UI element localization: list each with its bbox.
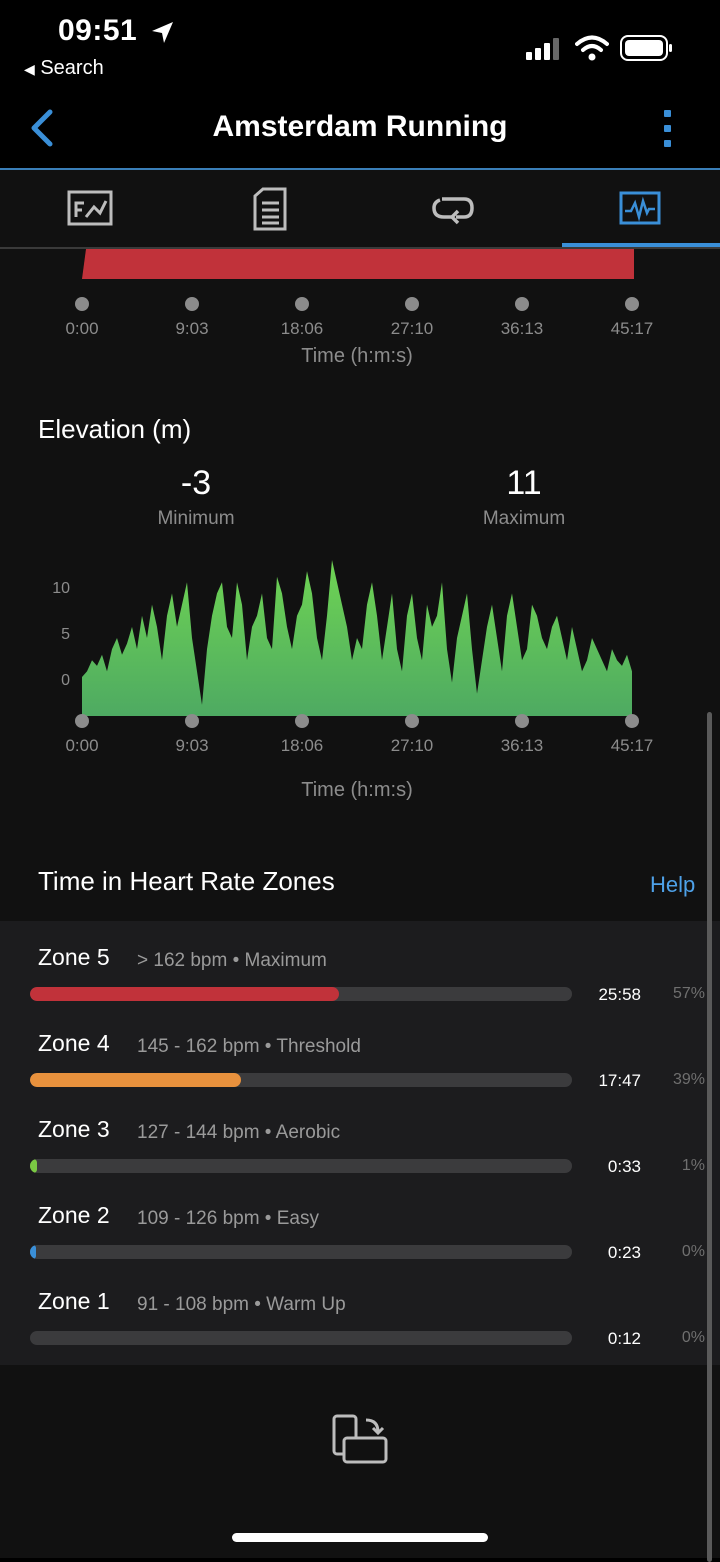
zone-percent: 0% bbox=[681, 1243, 705, 1260]
previous-chart-x-tick-label: 45:17 bbox=[610, 319, 654, 338]
elevation-max-value: 11 bbox=[506, 464, 542, 502]
zone-progress-fill bbox=[30, 1073, 242, 1087]
zone-percent: 39% bbox=[672, 1071, 705, 1088]
status-time: 09:51 bbox=[58, 14, 138, 47]
home-indicator[interactable] bbox=[232, 1533, 488, 1542]
help-link[interactable]: Help bbox=[650, 872, 696, 897]
rotate-device-icon[interactable] bbox=[330, 1412, 390, 1468]
previous-chart-x-tick-label: 0:00 bbox=[65, 319, 99, 338]
elevation-x-tick-dot bbox=[405, 714, 419, 728]
back-triangle-icon: ◀ bbox=[24, 61, 35, 77]
elevation-x-tick-label: 0:00 bbox=[65, 736, 99, 755]
elevation-min-value: -3 bbox=[180, 464, 212, 502]
zone-name: Zone 5 bbox=[38, 944, 110, 970]
hr-zones-title: Time in Heart Rate Zones bbox=[38, 866, 335, 896]
zone-percent: 1% bbox=[681, 1157, 705, 1174]
location-arrow-icon bbox=[152, 22, 173, 43]
status-bar bbox=[0, 0, 720, 90]
repeat-icon bbox=[432, 196, 474, 224]
elevation-x-tick-label: 18:06 bbox=[280, 736, 324, 755]
zone-progress-track bbox=[30, 1331, 572, 1345]
zone-percent: 0% bbox=[681, 1329, 705, 1346]
elevation-area-series bbox=[82, 560, 632, 716]
elevation-x-tick-dot bbox=[75, 714, 89, 728]
back-to-search-label: Search bbox=[40, 57, 104, 79]
zone-name: Zone 1 bbox=[38, 1288, 110, 1314]
elevation-x-tick-label: 9:03 bbox=[175, 736, 209, 755]
previous-chart-x-tick-dot bbox=[185, 297, 199, 311]
battery-icon bbox=[620, 35, 672, 61]
zone-name: Zone 3 bbox=[38, 1116, 110, 1142]
zone-progress-track bbox=[30, 1159, 572, 1173]
page-title: Amsterdam Running bbox=[212, 110, 508, 143]
zone-description: > 162 bpm • Maximum bbox=[137, 950, 327, 971]
scrollbar[interactable] bbox=[707, 712, 712, 1562]
zone-description: 145 - 162 bpm • Threshold bbox=[137, 1036, 361, 1057]
previous-chart-x-tick-label: 27:10 bbox=[390, 319, 434, 338]
zone-progress-track bbox=[30, 1073, 572, 1087]
selected-tab-indicator bbox=[562, 243, 720, 247]
zone-progress-track bbox=[30, 1245, 572, 1259]
previous-chart-x-tick-dot bbox=[405, 297, 419, 311]
previous-chart-x-axis-title: Time (h:m:s) bbox=[301, 345, 413, 367]
elevation-x-tick-dot bbox=[185, 714, 199, 728]
zone-progress-fill bbox=[30, 1159, 37, 1173]
tab-charts[interactable] bbox=[550, 170, 720, 247]
previous-chart-x-tick-label: 36:13 bbox=[500, 319, 544, 338]
zone-time: 17:47 bbox=[598, 1071, 641, 1090]
chart-card-icon bbox=[67, 190, 113, 225]
back-chevron-icon[interactable] bbox=[26, 108, 58, 148]
zone-time: 25:58 bbox=[598, 985, 641, 1004]
y-tick-label: 10 bbox=[52, 580, 70, 597]
previous-chart-x-tick-dot bbox=[515, 297, 529, 311]
zone-percent: 57% bbox=[672, 985, 705, 1002]
elevation-chart bbox=[82, 560, 632, 716]
previous-chart-x-tick-dot bbox=[625, 297, 639, 311]
elevation-title: Elevation (m) bbox=[38, 414, 192, 444]
previous-chart-x-tick-dot bbox=[75, 297, 89, 311]
zone-progress-fill bbox=[30, 1245, 36, 1259]
zone-progress-track bbox=[30, 987, 572, 1001]
previous-chart-x-tick-label: 18:06 bbox=[280, 319, 324, 338]
elevation-x-axis-title: Time (h:m:s) bbox=[301, 779, 413, 801]
tab-laps[interactable] bbox=[363, 170, 543, 247]
cellular-signal-icon bbox=[526, 38, 559, 60]
y-tick-label: 5 bbox=[61, 626, 70, 643]
zone-time: 0:33 bbox=[607, 1157, 641, 1176]
elevation-x-tick-dot bbox=[515, 714, 529, 728]
tab-overview[interactable] bbox=[0, 170, 180, 247]
zone-description: 91 - 108 bpm • Warm Up bbox=[137, 1294, 346, 1315]
previous-chart-x-tick-dot bbox=[295, 297, 309, 311]
zone-time: 0:12 bbox=[607, 1329, 641, 1348]
elevation-x-tick-label: 36:13 bbox=[500, 736, 544, 755]
zone-time: 0:23 bbox=[607, 1243, 641, 1262]
nav-header bbox=[0, 90, 720, 170]
elevation-x-tick-label: 45:17 bbox=[610, 736, 654, 755]
elevation-max-label: Maximum bbox=[482, 508, 566, 529]
elevation-min-label: Minimum bbox=[157, 508, 235, 529]
zone-progress-fill bbox=[30, 987, 339, 1001]
document-icon bbox=[253, 187, 287, 230]
zone-description: 127 - 144 bpm • Aerobic bbox=[137, 1122, 341, 1143]
elevation-x-tick-dot bbox=[625, 714, 639, 728]
wifi-icon bbox=[575, 35, 609, 61]
tab-bar bbox=[0, 170, 720, 249]
y-tick-label: 0 bbox=[61, 672, 70, 689]
tab-details[interactable] bbox=[180, 170, 360, 247]
back-to-search-link[interactable]: ◀ Search bbox=[24, 57, 104, 80]
previous-chart-x-tick-label: 9:03 bbox=[175, 319, 209, 338]
more-options-icon[interactable] bbox=[660, 108, 676, 150]
activity-chart-icon bbox=[619, 191, 661, 224]
zone-name: Zone 4 bbox=[38, 1030, 110, 1056]
zone-name: Zone 2 bbox=[38, 1202, 110, 1228]
previous-chart-bar bbox=[82, 249, 634, 279]
zone-description: 109 - 126 bpm • Easy bbox=[137, 1208, 319, 1229]
elevation-x-tick-label: 27:10 bbox=[390, 736, 434, 755]
elevation-x-tick-dot bbox=[295, 714, 309, 728]
